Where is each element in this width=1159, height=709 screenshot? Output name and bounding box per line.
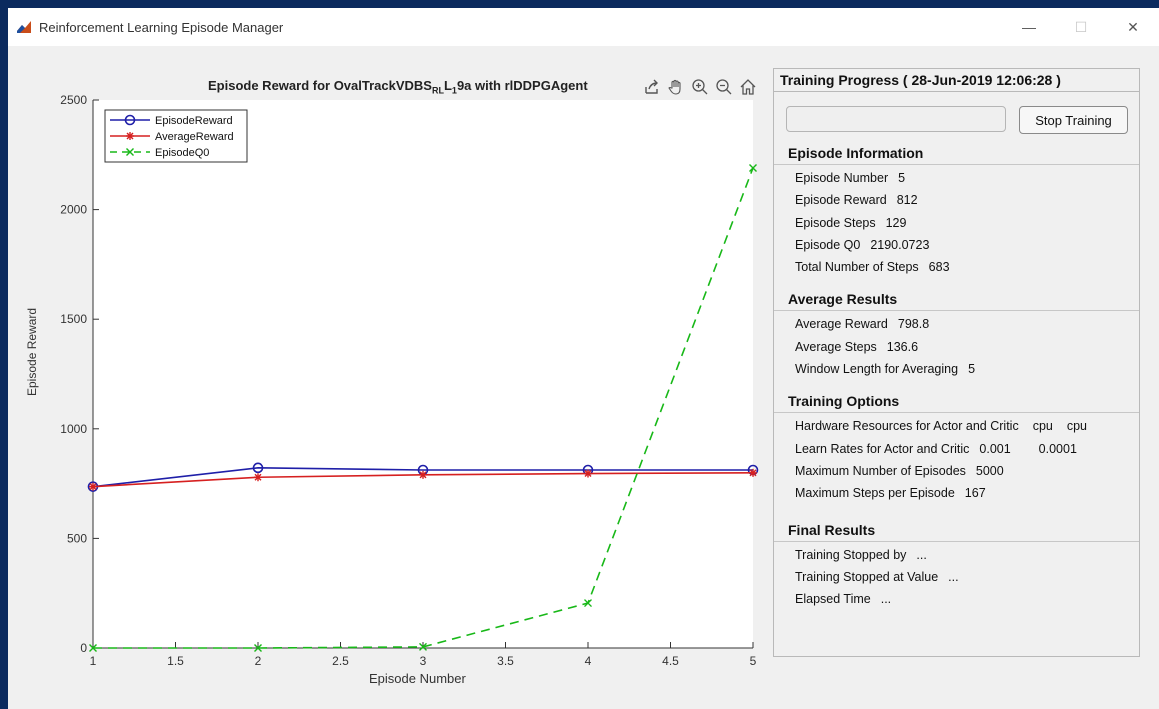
episode-reward-chart: 0 500 1000 1500 2000 2500 1 1.5 2 2.5 3 3.5 4 4.5 5 Epi… — [60, 93, 759, 668]
zoom-in-icon[interactable] — [689, 76, 711, 98]
y-tick-label: 2000 — [60, 203, 87, 217]
data-point-EpisodeQ0 — [254, 644, 262, 652]
export-icon[interactable] — [641, 76, 663, 98]
x-tick-label: 3 — [420, 654, 427, 668]
x-tick-label: 2 — [255, 654, 262, 668]
legend-marker-AverageReward — [126, 132, 134, 140]
info-row: Hardware Resources for Actor and Critic c… — [795, 419, 1088, 434]
data-point-AverageReward — [254, 473, 262, 482]
info-row: Episode Q0 2190.0723 — [795, 237, 930, 252]
plot-area: Episode Reward for OvalTrackVDBSRLL19a w… — [8, 46, 768, 709]
y-axis-label: Episode Reward — [25, 307, 39, 396]
section-episode-information: Episode Information — [774, 142, 1139, 165]
data-point-AverageReward — [419, 470, 427, 479]
close-button[interactable]: ✕ — [1127, 18, 1139, 35]
zoom-out-icon[interactable] — [713, 76, 735, 98]
legend-marker-EpisodeReward — [124, 114, 136, 126]
axes-title-prefix: Episode Reward for OvalTrackVDBS — [208, 78, 432, 93]
info-row: Elapsed Time... — [795, 592, 892, 607]
info-row: Maximum Steps per Episode 167 — [795, 486, 986, 501]
info-row: Episode Number 5 — [795, 171, 906, 185]
data-point-EpisodeReward — [252, 462, 264, 474]
info-row: Average Reward 798.8 — [795, 317, 930, 332]
axes-title: Episode Reward for OvalTrackVDBSRLL19a w… — [208, 78, 588, 96]
y-tick-label: 1500 — [60, 312, 87, 326]
info-row: Episode Steps 129 — [795, 215, 907, 230]
x-tick-label: 4.5 — [662, 654, 679, 668]
episode-manager-window: Reinforcement Learning Episode Manager —… — [8, 8, 1159, 709]
info-row: Learn Rates for Actor and Critic 0.001 0.0… — [795, 441, 1077, 456]
x-axis-label: Episode Number — [369, 671, 466, 686]
info-row: Total Number of Steps 683 — [795, 260, 950, 275]
info-row: Maximum Number of Episodes 5000 — [795, 463, 1004, 478]
legend-marker-EpisodeQ0 — [126, 148, 134, 156]
axes-title-mid: L — [443, 78, 452, 93]
training-progress-bar — [786, 106, 1006, 132]
x-tick-label: 3.5 — [497, 654, 514, 668]
x-tick-label: 5 — [750, 654, 757, 668]
minimize-button[interactable]: — — [1022, 19, 1036, 35]
y-tick-label: 0 — [80, 641, 87, 655]
home-icon[interactable] — [737, 76, 759, 98]
stop-training-button[interactable]: Stop Training — [1019, 106, 1128, 134]
info-row: Episode Reward 812 — [795, 193, 918, 208]
data-point-EpisodeQ0 — [419, 642, 427, 651]
section-average-results: Average Results — [774, 288, 1139, 312]
section-training-options: Training Options — [774, 390, 1139, 414]
section-final-results: Final Results — [774, 519, 1139, 542]
data-point-AverageReward — [584, 469, 592, 478]
info-row: Average Steps 136.6 — [795, 339, 919, 354]
x-tick-label: 1 — [90, 654, 97, 668]
legend-label-EpisodeReward: EpisodeReward — [155, 115, 233, 127]
y-tick-label: 1000 — [60, 422, 87, 436]
x-tick-label: 2.5 — [332, 654, 349, 668]
y-tick-label: 500 — [67, 531, 87, 545]
matlab-app-icon — [16, 19, 32, 35]
data-point-EpisodeQ0 — [89, 644, 97, 652]
maximize-button[interactable]: ☐ — [1074, 18, 1088, 35]
x-tick-label: 1.5 — [167, 654, 184, 668]
axes-title-sub2: 1 — [451, 85, 457, 96]
axes-title-suffix: 9a with rlDDPGAgent — [456, 78, 588, 93]
legend-label-AverageReward: AverageReward — [155, 131, 234, 143]
title-bar: Reinforcement Learning Episode Manager —… — [8, 8, 1159, 46]
series-line-EpisodeReward — [92, 467, 753, 488]
data-point-AverageReward — [749, 468, 757, 477]
axes-background — [93, 100, 753, 648]
info-row: Training Stopped at Value... — [795, 569, 959, 584]
pan-hand-icon[interactable] — [665, 76, 687, 98]
window-title: Reinforcement Learning Episode Manager — [39, 19, 284, 35]
axes-title-sub: RL — [431, 85, 444, 96]
training-progress-title: Training Progress ( 28-Jun-2019 12:06:28… — [774, 69, 1139, 92]
y-tick-label: 2500 — [60, 93, 87, 107]
data-point-EpisodeQ0 — [749, 163, 757, 172]
training-progress-panel: Training Progress ( 28-Jun-2019 12:06:28… — [773, 68, 1140, 657]
info-row: Window Length for Averaging 5 — [795, 362, 976, 377]
data-point-EpisodeQ0 — [584, 599, 592, 608]
legend-label-EpisodeQ0: EpisodeQ0 — [155, 147, 209, 159]
data-point-AverageReward — [89, 482, 97, 491]
axes-toolbar — [641, 76, 759, 98]
info-row: Training Stopped by... — [795, 547, 927, 562]
x-tick-label: 4 — [585, 654, 592, 668]
